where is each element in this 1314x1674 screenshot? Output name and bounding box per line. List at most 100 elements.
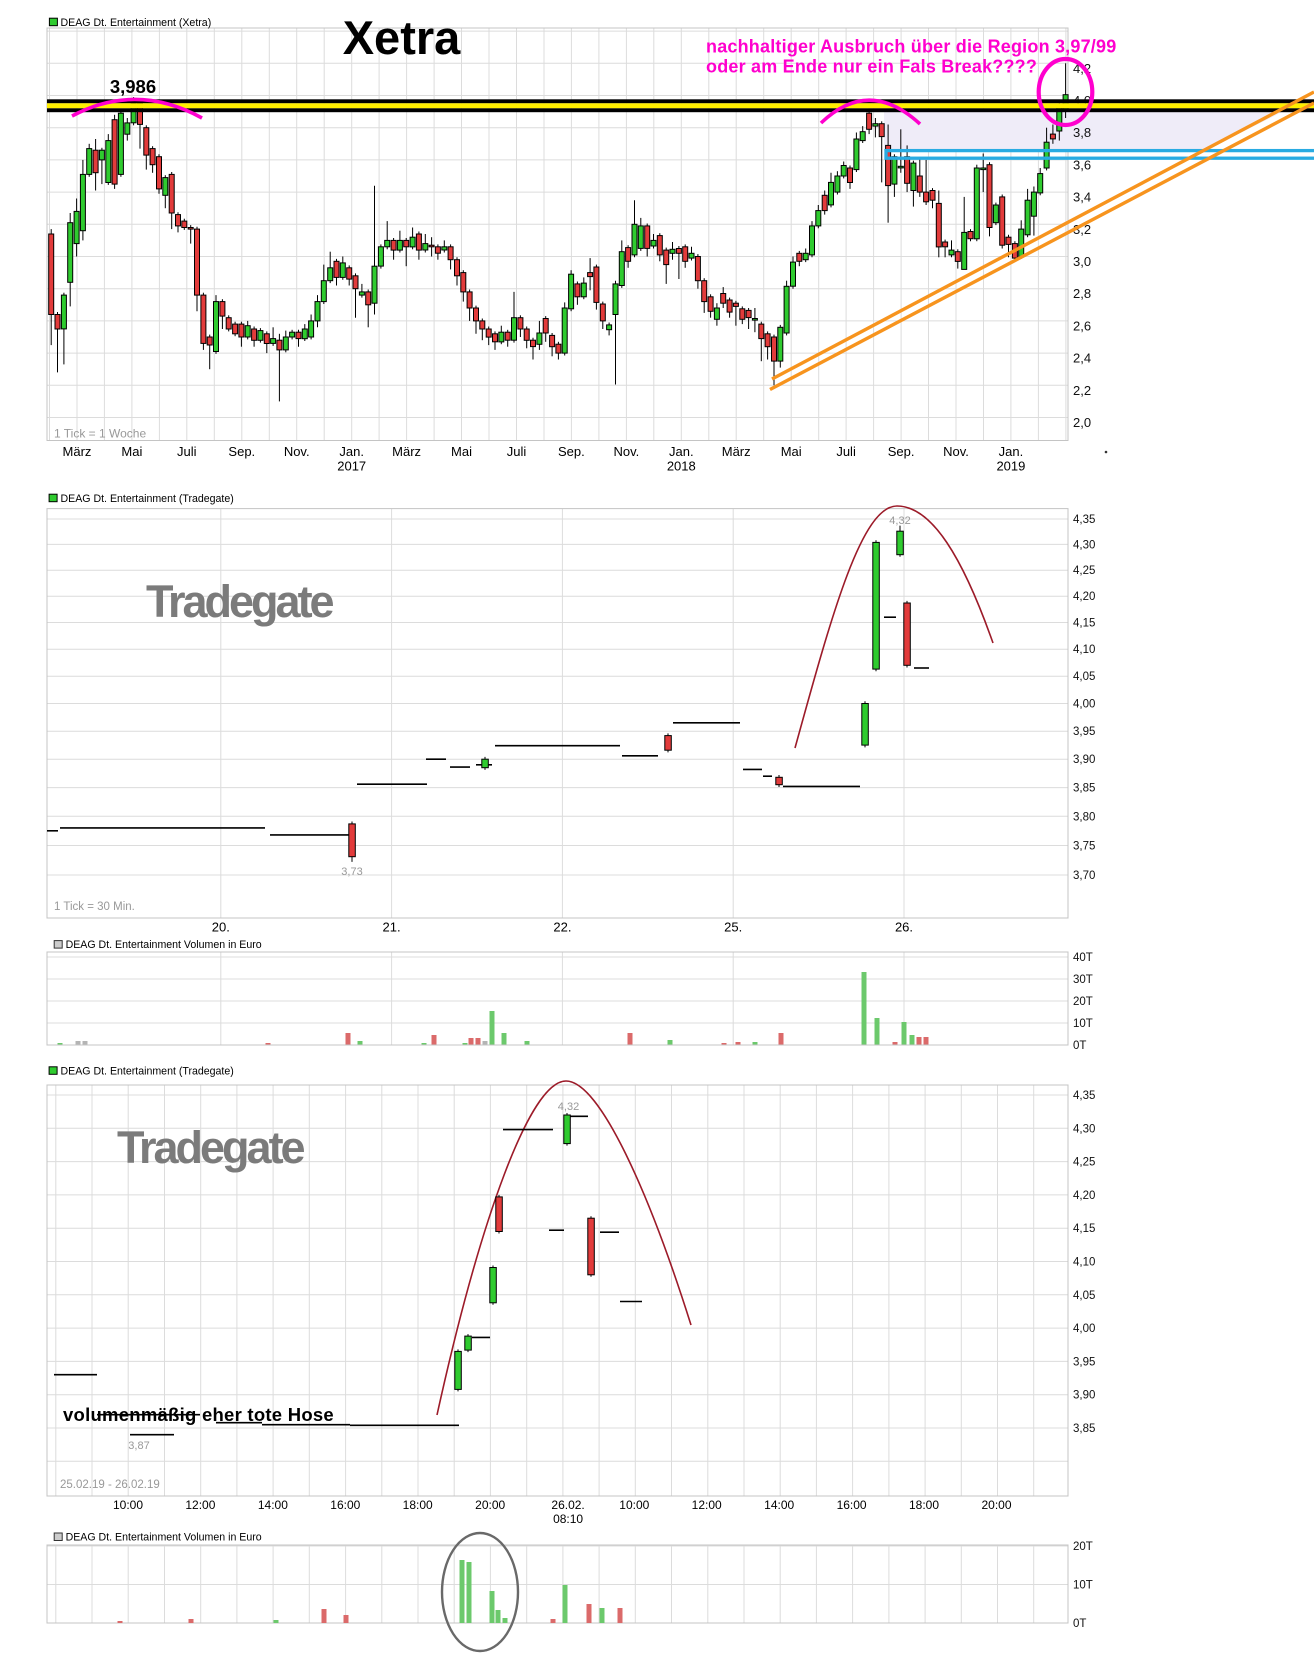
svg-text:4,10: 4,10 xyxy=(1073,644,1095,656)
svg-text:Tradegate: Tradegate xyxy=(117,1122,305,1173)
svg-text:3,2: 3,2 xyxy=(1073,222,1091,237)
svg-text:Nov.: Nov. xyxy=(943,444,969,459)
svg-text:Jan.: Jan. xyxy=(999,444,1024,459)
svg-text:2,4: 2,4 xyxy=(1073,351,1091,366)
svg-text:4,25: 4,25 xyxy=(1073,1157,1095,1169)
svg-text:10T: 10T xyxy=(1073,1580,1093,1592)
svg-text:4,15: 4,15 xyxy=(1073,618,1095,630)
svg-text:nachhaltiger Ausbruch über die: nachhaltiger Ausbruch über die Region 3,… xyxy=(706,37,1116,57)
svg-text:3,8: 3,8 xyxy=(1073,125,1091,140)
svg-text:3,73: 3,73 xyxy=(341,866,362,878)
svg-text:3,85: 3,85 xyxy=(1073,783,1095,795)
svg-text:10T: 10T xyxy=(1073,1018,1093,1030)
svg-text:DEAG Dt. Entertainment (Xetra): DEAG Dt. Entertainment (Xetra) xyxy=(61,17,212,29)
svg-text:Sep.: Sep. xyxy=(888,444,915,459)
svg-text:4,20: 4,20 xyxy=(1073,591,1095,603)
svg-text:10:00: 10:00 xyxy=(113,1498,143,1512)
svg-text:3,85: 3,85 xyxy=(1073,1423,1095,1435)
svg-text:16:00: 16:00 xyxy=(837,1498,867,1512)
svg-text:3,90: 3,90 xyxy=(1073,1390,1095,1402)
svg-text:20:00: 20:00 xyxy=(475,1498,505,1512)
svg-text:Mai: Mai xyxy=(451,444,472,459)
svg-text:Jan.: Jan. xyxy=(669,444,694,459)
svg-text:4,00: 4,00 xyxy=(1073,699,1095,711)
svg-text:2017: 2017 xyxy=(337,459,366,474)
svg-text:4,05: 4,05 xyxy=(1073,1290,1095,1302)
svg-text:Tradegate: Tradegate xyxy=(146,576,334,627)
svg-text:2,8: 2,8 xyxy=(1073,286,1091,301)
svg-text:4,15: 4,15 xyxy=(1073,1223,1095,1235)
svg-text:2,2: 2,2 xyxy=(1073,383,1091,398)
svg-text:Juli: Juli xyxy=(836,444,856,459)
svg-text:Juli: Juli xyxy=(507,444,527,459)
svg-text:40T: 40T xyxy=(1073,952,1093,964)
svg-text:25.: 25. xyxy=(724,920,742,935)
svg-text:Juli: Juli xyxy=(177,444,197,459)
svg-text:Nov.: Nov. xyxy=(614,444,640,459)
svg-text:Sep.: Sep. xyxy=(228,444,255,459)
svg-text:3,4: 3,4 xyxy=(1073,190,1091,205)
svg-text:4,35: 4,35 xyxy=(1073,1090,1095,1102)
svg-text:3,986: 3,986 xyxy=(110,76,156,97)
svg-text:Xetra: Xetra xyxy=(343,11,461,64)
svg-text:2,0: 2,0 xyxy=(1073,415,1091,430)
svg-text:3,6: 3,6 xyxy=(1073,157,1091,172)
svg-text:3,87: 3,87 xyxy=(128,1440,149,1452)
svg-text:4,32: 4,32 xyxy=(889,515,910,527)
svg-text:4,10: 4,10 xyxy=(1073,1257,1095,1269)
svg-text:1 Tick = 1 Woche: 1 Tick = 1 Woche xyxy=(54,427,146,441)
svg-text:26.02.: 26.02. xyxy=(551,1498,584,1512)
svg-text:3,95: 3,95 xyxy=(1073,726,1095,738)
svg-text:16:00: 16:00 xyxy=(330,1498,360,1512)
svg-text:4,30: 4,30 xyxy=(1073,1123,1095,1135)
svg-text:Sep.: Sep. xyxy=(558,444,585,459)
svg-text:20T: 20T xyxy=(1073,996,1093,1008)
svg-text:21.: 21. xyxy=(383,920,401,935)
svg-text:26.: 26. xyxy=(895,920,913,935)
svg-text:Jan.: Jan. xyxy=(339,444,364,459)
svg-text:10:00: 10:00 xyxy=(619,1498,649,1512)
svg-text:0T: 0T xyxy=(1073,1040,1086,1052)
svg-text:3,75: 3,75 xyxy=(1073,841,1095,853)
svg-text:DEAG Dt. Entertainment (Tradeg: DEAG Dt. Entertainment (Tradegate) xyxy=(61,493,234,505)
svg-text:oder am Ende nur ein Fals Brea: oder am Ende nur ein Fals Break???? xyxy=(706,57,1037,77)
svg-text:Mai: Mai xyxy=(781,444,802,459)
svg-text:März: März xyxy=(392,444,421,459)
svg-text:2,6: 2,6 xyxy=(1073,318,1091,333)
svg-text:3,70: 3,70 xyxy=(1073,870,1095,882)
svg-text:3,80: 3,80 xyxy=(1073,811,1095,823)
svg-text:Mai: Mai xyxy=(121,444,142,459)
svg-text:12:00: 12:00 xyxy=(692,1498,722,1512)
svg-text:20T: 20T xyxy=(1073,1541,1093,1553)
svg-text:4,32: 4,32 xyxy=(558,1101,579,1113)
svg-text:22.: 22. xyxy=(553,920,571,935)
svg-text:18:00: 18:00 xyxy=(909,1498,939,1512)
svg-text:3,0: 3,0 xyxy=(1073,254,1091,269)
svg-text:4,05: 4,05 xyxy=(1073,671,1095,683)
svg-text:4,25: 4,25 xyxy=(1073,565,1095,577)
svg-text:3,90: 3,90 xyxy=(1073,754,1095,766)
svg-text:DEAG Dt. Entertainment Volumen: DEAG Dt. Entertainment Volumen in Euro xyxy=(66,1532,262,1544)
svg-text:DEAG Dt. Entertainment (Tradeg: DEAG Dt. Entertainment (Tradegate) xyxy=(61,1065,234,1077)
svg-text:25.02.19 - 26.02.19: 25.02.19 - 26.02.19 xyxy=(60,1479,160,1491)
svg-text:4,30: 4,30 xyxy=(1073,539,1095,551)
svg-text:4,20: 4,20 xyxy=(1073,1190,1095,1202)
svg-text:3,95: 3,95 xyxy=(1073,1356,1095,1368)
svg-text:14:00: 14:00 xyxy=(258,1498,288,1512)
svg-text:20.: 20. xyxy=(212,920,230,935)
svg-text:18:00: 18:00 xyxy=(403,1498,433,1512)
svg-text:20:00: 20:00 xyxy=(981,1498,1011,1512)
svg-text:4,00: 4,00 xyxy=(1073,1323,1095,1335)
svg-text:2019: 2019 xyxy=(996,459,1025,474)
svg-text:volumenmäßig eher tote Hose: volumenmäßig eher tote Hose xyxy=(63,1404,334,1425)
svg-text:30T: 30T xyxy=(1073,974,1093,986)
svg-text:12:00: 12:00 xyxy=(185,1498,215,1512)
svg-text:0T: 0T xyxy=(1073,1618,1086,1630)
svg-text:Nov.: Nov. xyxy=(284,444,310,459)
svg-text:1 Tick = 30 Min.: 1 Tick = 30 Min. xyxy=(54,901,135,913)
svg-text:08:10: 08:10 xyxy=(553,1512,583,1526)
svg-text:März: März xyxy=(722,444,751,459)
svg-text:März: März xyxy=(63,444,92,459)
svg-text:14:00: 14:00 xyxy=(764,1498,794,1512)
svg-text:4,35: 4,35 xyxy=(1073,514,1095,526)
